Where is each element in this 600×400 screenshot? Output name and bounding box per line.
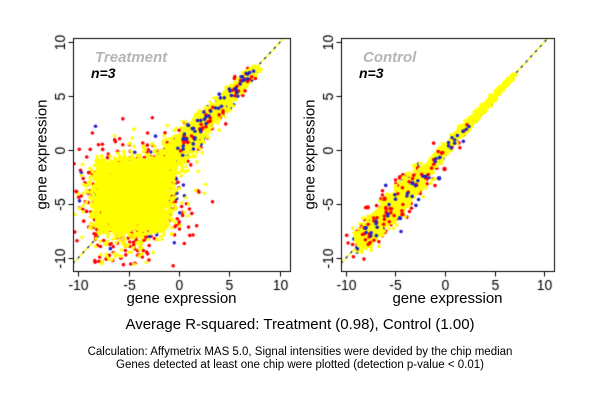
control-scatter-canvas [300, 0, 600, 312]
treatment-plot-title: Treatment [95, 49, 168, 66]
treatment-x-axis-label: gene expression [126, 290, 237, 307]
control-y-axis-label: gene expression [301, 99, 319, 210]
control-x-axis-label: gene expression [392, 290, 503, 307]
treatment-scatter-canvas [0, 0, 300, 312]
detection-note: Genes detected at least one chip were pl… [116, 359, 484, 371]
control-n-annotation: n=3 [359, 65, 384, 81]
control-plot-title: Control [363, 49, 417, 66]
treatment-n-annotation: n=3 [91, 65, 116, 81]
calculation-note: Calculation: Affymetrix MAS 5.0, Signal … [87, 346, 513, 358]
treatment-y-axis-label: gene expression [33, 99, 51, 210]
r-squared-caption: Average R-squared: Treatment (0.98), Con… [125, 316, 475, 333]
